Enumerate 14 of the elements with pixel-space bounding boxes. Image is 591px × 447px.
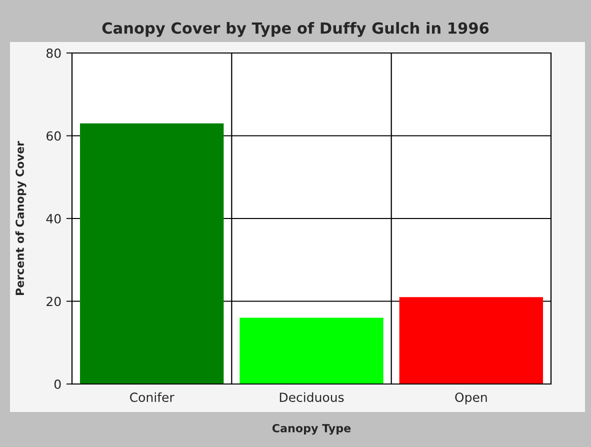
x-tick-label: Conifer — [130, 392, 174, 402]
y-tick-label: 0 — [54, 379, 61, 389]
y-tick-label: 80 — [46, 48, 61, 58]
bar — [80, 123, 224, 384]
chart-title: Canopy Cover by Type of Duffy Gulch in 1996 — [102, 22, 489, 37]
y-axis-title: Percent of Canopy Cover — [15, 141, 26, 295]
y-tick-label: 20 — [46, 296, 61, 306]
x-tick-label: Deciduous — [280, 392, 344, 402]
x-tick-label: Open — [455, 392, 487, 404]
y-tick-label: 40 — [46, 214, 61, 224]
bar — [240, 318, 384, 384]
x-axis-title: Canopy Type — [272, 424, 351, 435]
bar — [399, 297, 544, 384]
y-tick-label: 60 — [46, 131, 61, 141]
